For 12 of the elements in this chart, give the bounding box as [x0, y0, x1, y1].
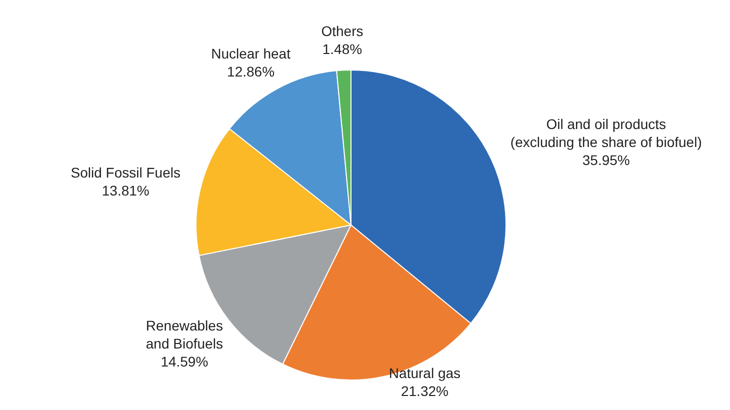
slice-label: Renewables and Biofuels — [146, 317, 223, 352]
data-label: 35.95% — [582, 152, 630, 168]
data-label: 21.32% — [400, 383, 448, 399]
data-label: 14.59% — [160, 353, 208, 370]
slice-label: Solid Fossil Fuels — [70, 164, 180, 181]
slice-label: Others — [321, 23, 364, 40]
data-label: 1.48% — [322, 41, 362, 58]
slice-label: Oil and oil products (excluding the share of biofuel) — [510, 116, 702, 150]
data-label: 13.81% — [102, 182, 150, 199]
slice-label: Nuclear heat — [211, 45, 291, 62]
data-label: 12.86% — [227, 63, 275, 80]
slice-label: Natural gas — [388, 365, 461, 381]
